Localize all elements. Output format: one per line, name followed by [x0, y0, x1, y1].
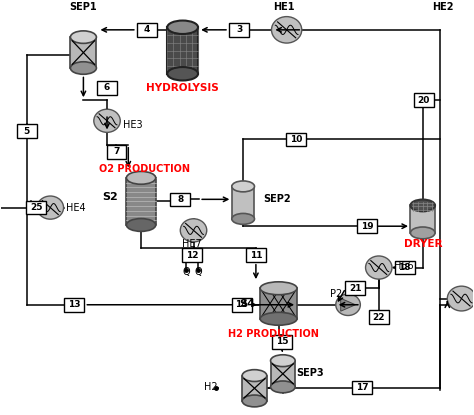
Text: HE2: HE2: [432, 2, 453, 12]
Text: 3: 3: [236, 25, 243, 34]
Text: DRYER: DRYER: [404, 239, 443, 249]
Text: O2 PRODUCTION: O2 PRODUCTION: [100, 164, 191, 174]
Text: 17: 17: [356, 383, 369, 392]
Text: 18: 18: [399, 263, 411, 272]
Text: HE6: HE6: [394, 261, 414, 271]
Text: SEP2: SEP2: [263, 194, 291, 204]
Text: 4: 4: [144, 25, 150, 34]
Bar: [167, 27, 198, 74]
Ellipse shape: [271, 355, 295, 366]
Bar: [229, 23, 249, 37]
Ellipse shape: [410, 200, 435, 211]
Text: 20: 20: [418, 95, 430, 105]
Circle shape: [94, 109, 120, 132]
Text: 12: 12: [186, 251, 198, 260]
Ellipse shape: [260, 282, 297, 295]
Text: HE1: HE1: [273, 2, 295, 12]
Text: P2: P2: [330, 289, 342, 299]
Text: H2 PRODUCTION: H2 PRODUCTION: [228, 329, 319, 339]
Text: HE3: HE3: [123, 120, 142, 130]
Bar: [242, 376, 267, 401]
Bar: [414, 93, 434, 107]
Text: 25: 25: [30, 203, 42, 212]
Text: SEP1: SEP1: [70, 2, 97, 12]
Ellipse shape: [127, 171, 156, 184]
Ellipse shape: [232, 181, 255, 192]
Text: 7: 7: [113, 147, 119, 156]
Bar: [182, 248, 202, 262]
Circle shape: [336, 294, 360, 315]
Text: HYDROLYSIS: HYDROLYSIS: [146, 83, 219, 93]
Text: 6: 6: [104, 83, 110, 92]
Ellipse shape: [271, 381, 295, 393]
Text: 21: 21: [349, 284, 361, 293]
Ellipse shape: [260, 312, 297, 325]
Circle shape: [365, 256, 392, 279]
Bar: [345, 281, 365, 295]
Ellipse shape: [242, 395, 267, 407]
Ellipse shape: [127, 219, 156, 232]
Text: S4: S4: [239, 298, 255, 308]
Bar: [232, 186, 255, 219]
Polygon shape: [341, 298, 356, 311]
Ellipse shape: [167, 67, 198, 81]
Text: SEP3: SEP3: [296, 368, 324, 378]
Bar: [127, 178, 156, 225]
Bar: [64, 298, 84, 312]
Bar: [260, 288, 297, 319]
Text: 19: 19: [361, 222, 374, 231]
Bar: [97, 81, 117, 95]
Circle shape: [447, 286, 474, 311]
Bar: [232, 298, 252, 312]
Ellipse shape: [410, 227, 435, 239]
Bar: [395, 261, 415, 274]
Bar: [246, 248, 266, 262]
Bar: [286, 132, 306, 146]
Bar: [352, 381, 372, 394]
Text: 11: 11: [250, 251, 262, 260]
Bar: [369, 310, 389, 324]
Text: 14: 14: [236, 300, 248, 309]
Bar: [26, 201, 46, 215]
Ellipse shape: [232, 213, 255, 225]
Bar: [271, 361, 295, 387]
Ellipse shape: [242, 370, 267, 381]
Ellipse shape: [71, 31, 96, 44]
Bar: [357, 220, 377, 233]
Text: 10: 10: [290, 135, 302, 144]
Text: HE4: HE4: [66, 203, 85, 212]
Circle shape: [180, 219, 207, 242]
Text: 15: 15: [276, 337, 288, 347]
Text: 5: 5: [24, 127, 30, 136]
Bar: [137, 23, 157, 37]
Text: HE7: HE7: [182, 239, 202, 249]
Bar: [272, 335, 292, 349]
Ellipse shape: [71, 62, 96, 74]
Text: 8: 8: [177, 195, 183, 204]
Text: Q: Q: [194, 267, 202, 277]
Text: H2: H2: [203, 383, 217, 393]
Text: 13: 13: [68, 300, 80, 309]
Ellipse shape: [167, 20, 198, 34]
Text: Q: Q: [182, 267, 190, 277]
Bar: [107, 145, 127, 159]
Text: 22: 22: [373, 312, 385, 322]
Bar: [17, 124, 36, 138]
Bar: [71, 37, 96, 68]
Circle shape: [37, 196, 64, 219]
Bar: [170, 193, 190, 206]
Circle shape: [272, 17, 302, 43]
Bar: [410, 205, 435, 233]
Text: S2: S2: [102, 192, 118, 202]
